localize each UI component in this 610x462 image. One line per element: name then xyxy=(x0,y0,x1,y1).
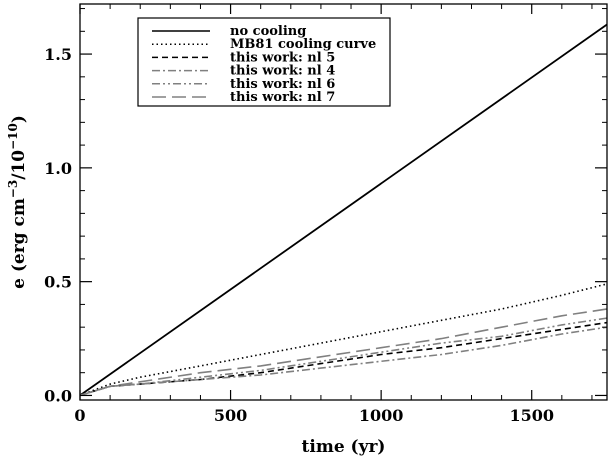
x-axis-label: time (yr) xyxy=(302,437,386,457)
legend-box xyxy=(137,17,391,107)
legend-label-1: no cooling xyxy=(230,24,306,39)
y-tick-label: 0.0 xyxy=(44,386,72,405)
series-line-4 xyxy=(79,326,608,397)
plot-frame xyxy=(79,3,608,401)
x-tick-label: 1500 xyxy=(509,406,554,425)
legend-label-2: MB81 cooling curve xyxy=(230,37,376,52)
y-tick-label: 0.5 xyxy=(44,273,72,292)
series-line-2 xyxy=(79,283,608,397)
y-label-part-2: /10 xyxy=(9,150,29,180)
legend-label-5: this work: nl 6 xyxy=(230,77,335,92)
plot-lines xyxy=(79,23,608,397)
y-tick-label: 1.0 xyxy=(44,159,72,178)
legend-label-3: this work: nl 5 xyxy=(230,50,335,65)
x-tick-label: 0 xyxy=(74,406,85,425)
y-label-part-3: ) xyxy=(9,115,29,123)
y-label-exp-1: −3 xyxy=(6,180,20,198)
series-line-3 xyxy=(79,321,608,397)
x-tick-label: 500 xyxy=(214,406,247,425)
series-line-6 xyxy=(79,308,608,397)
axis-ticks: 0 500 1000 1500 0.0 0.5 1.0 1.5 xyxy=(44,4,607,425)
y-label-part-1: e (erg cm xyxy=(9,198,29,289)
series-line-5 xyxy=(79,317,608,397)
legend-label-4: this work: nl 4 xyxy=(230,64,335,79)
y-label-exp-2: −10 xyxy=(6,123,20,150)
y-tick-label: 1.5 xyxy=(44,45,72,64)
x-tick-label: 1000 xyxy=(359,406,404,425)
y-axis-label: e (erg cm−3/10−10) xyxy=(6,115,29,289)
series-line-1 xyxy=(79,23,608,397)
legend-label-6: this work: nl 7 xyxy=(230,90,335,105)
